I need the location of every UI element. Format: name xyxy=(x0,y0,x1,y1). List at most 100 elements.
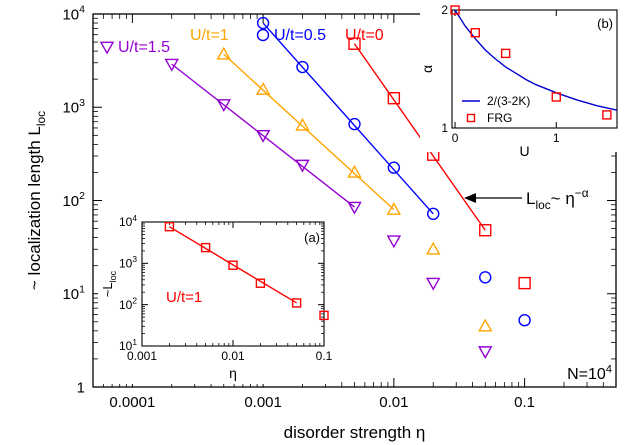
inset_a-ytick-base-2: 10 xyxy=(119,257,133,271)
main-series-0-point-0 xyxy=(348,37,361,50)
inset_b-xtick-label-0: 0 xyxy=(452,131,459,145)
inset_a-series-0-point-1 xyxy=(200,242,211,253)
inset_b-series-0-curve xyxy=(454,9,618,111)
main-series-3-point-1 xyxy=(216,99,231,112)
main-series-1-point-5 xyxy=(479,271,492,284)
inset-b-xlabel: U xyxy=(519,143,529,159)
main-ytick-label-3: 103 xyxy=(62,97,85,117)
main-ytick-base-2: 10 xyxy=(62,193,79,210)
inset_a-ytick-exp-0: 1 xyxy=(132,337,137,347)
main-ylabel-text-0: ~ localization length L xyxy=(25,126,44,290)
main-ytick-exp-3: 3 xyxy=(79,97,85,109)
main-xlabel: disorder strength η xyxy=(284,423,426,442)
main-series-1-point-2 xyxy=(348,117,361,131)
main-series-0-point-3 xyxy=(479,224,492,237)
main-n-label-text-0: N=10 xyxy=(567,366,606,383)
inset_a-ytick-label-1: 102 xyxy=(119,295,137,311)
inset-a-ylabel-sub-1: loc xyxy=(108,270,118,282)
main-series-label-0: U/t=0 xyxy=(345,27,384,44)
inset-b-ylabel: α xyxy=(419,65,435,73)
inset_a-ytick-exp-2: 3 xyxy=(132,254,137,264)
inset_b-frame xyxy=(451,9,618,129)
inset-b-panel-label: (b) xyxy=(597,16,613,31)
main-ytick-label-4: 104 xyxy=(62,4,85,24)
main-ylabel: ~ localization length Lloc xyxy=(25,111,48,290)
main-arrow-label-sub-1: loc xyxy=(535,198,550,212)
main-series-3-fit-line xyxy=(171,63,355,208)
main-series-3-point-4 xyxy=(347,201,362,215)
main-series-3-point-7 xyxy=(478,346,493,360)
inset-a-panel-label: (a) xyxy=(304,230,320,245)
inset-a-ylabel: ~Lloc xyxy=(100,270,118,297)
inset_a-series-0-point-3 xyxy=(255,278,266,288)
main-series-2-fit-line xyxy=(223,53,395,211)
main-legend-marker-3 xyxy=(99,41,115,55)
main-arrow-label-text-2: ~ η xyxy=(551,189,575,208)
inset_a-ytick-label-3: 104 xyxy=(119,213,137,229)
main-ytick-base-1: 10 xyxy=(62,286,79,303)
main-series-1-point-0 xyxy=(256,16,270,30)
main-series-1-fit-line xyxy=(262,22,434,215)
inset-a-series-label: U/t=1 xyxy=(166,289,202,306)
main-ytick-base-4: 10 xyxy=(62,6,79,23)
main-series-2-point-4 xyxy=(386,202,402,215)
main-xtick-label-2: 0.01 xyxy=(379,394,408,411)
main-ytick-label-0: 1 xyxy=(77,379,85,396)
main-arrow-head xyxy=(464,193,476,203)
main-series-2-point-3 xyxy=(347,164,362,178)
inset_a-xtick-label-0: 0.001 xyxy=(127,349,157,363)
inset-a-xlabel: η xyxy=(229,365,237,381)
inset_b-series-1-point-1 xyxy=(470,28,480,38)
main-series-3-point-5 xyxy=(386,235,402,249)
main-ytick-exp-4: 4 xyxy=(79,4,85,16)
main-xtick-label-3: 0.1 xyxy=(514,394,535,411)
inset-b-legend-curve-label: 2/(3-2K) xyxy=(487,94,530,108)
inset-b-legend-frg-label: FRG xyxy=(487,111,512,125)
main-xtick-label-1: 0.001 xyxy=(244,394,282,411)
inset_a-ytick-exp-1: 2 xyxy=(132,295,137,305)
inset_a-ytick-base-0: 10 xyxy=(119,339,133,353)
inset_a-series-0-point-4 xyxy=(291,298,302,308)
main-plot: 0.0001 0.001 0.01 0.11101102103104disorder … xyxy=(25,4,620,442)
inset-b-legend-marker xyxy=(466,113,476,123)
main-series-0-fit-line xyxy=(353,43,486,231)
inset-b-plot: 0 112(b)Uα2/(3-2K)FRG xyxy=(419,3,618,159)
main-arrow-label: Lloc~ η−α xyxy=(526,186,589,212)
main-ylabel-sub-1: loc xyxy=(34,111,48,126)
inset_b-series-1-point-2 xyxy=(500,48,511,59)
inset_a-ytick-base-1: 10 xyxy=(119,298,133,312)
main-ytick-label-1: 101 xyxy=(62,283,85,303)
main-series-2-point-6 xyxy=(478,318,493,332)
inset_a-series-0-point-2 xyxy=(228,260,238,270)
inset_a-ytick-label-2: 103 xyxy=(119,254,137,270)
inset_b-xtick-label-1: 1 xyxy=(553,131,560,145)
inset-b-background xyxy=(420,6,620,152)
main-legend-marker-1 xyxy=(256,28,270,42)
main-series-2-point-1 xyxy=(255,82,271,95)
main-n-label: N=104 xyxy=(567,364,612,383)
inset_b-series-1-point-0 xyxy=(450,5,460,15)
main-arrow-label-sup-3: −α xyxy=(575,186,589,200)
inset-a-ylabel-text-0: ~L xyxy=(100,282,115,297)
main-series-0-point-1 xyxy=(387,92,401,105)
main-xtick-label-0: 0.0001 xyxy=(109,394,155,411)
main-ytick-base-0: 1 xyxy=(77,379,85,396)
main-n-label-sup-1: 4 xyxy=(606,364,612,376)
main-series-label-3: U/t=1.5 xyxy=(118,39,170,56)
inset_a-ytick-exp-3: 4 xyxy=(132,213,137,223)
main-series-1-point-6 xyxy=(518,314,531,327)
main-series-2-point-0 xyxy=(216,46,231,60)
main-series-label-2: U/t=1 xyxy=(190,27,229,44)
main-arrow-label-text-0: L xyxy=(526,189,535,208)
main-series-3-point-0 xyxy=(164,58,179,72)
main-ytick-exp-1: 1 xyxy=(79,283,85,295)
main-ytick-base-3: 10 xyxy=(62,100,79,117)
main-series-2-point-2 xyxy=(295,117,310,131)
main-series-1-point-3 xyxy=(387,161,401,174)
main-series-label-1: U/t=0.5 xyxy=(274,27,326,44)
main-series-0-point-4 xyxy=(518,276,531,290)
inset_b-ytick-label-0: 1 xyxy=(441,121,448,135)
main-series-3-point-3 xyxy=(295,159,310,173)
inset_a-series-0-fit-line xyxy=(169,226,297,304)
main-series-1-point-1 xyxy=(296,60,309,74)
